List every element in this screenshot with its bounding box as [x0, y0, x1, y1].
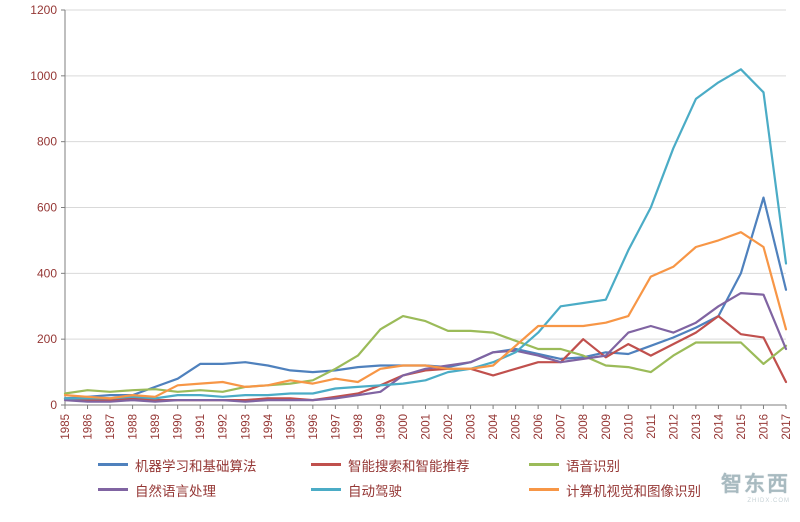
- x-tick-label: 1993: [240, 414, 252, 440]
- series-line: [63, 315, 788, 395]
- x-tick-label: 1999: [375, 414, 387, 440]
- legend-row-2: 自然语言处理 自动驾驶 计算机视觉和图像识别: [98, 477, 701, 502]
- y-tick-label: 1200: [30, 3, 57, 17]
- legend-label: 计算机视觉和图像识别: [566, 483, 701, 499]
- line-chart: 0 200 400 600 800 1000 1200 1985 1986 1987 1988 198…: [30, 3, 793, 440]
- legend-label: 自然语言处理: [135, 483, 216, 499]
- series-line-swatch: [98, 463, 128, 466]
- x-tick-label: 1994: [263, 413, 275, 439]
- y-tick-label: 200: [37, 332, 57, 346]
- x-tick-label: 1986: [83, 414, 95, 440]
- x-tick-label: 2010: [623, 414, 635, 440]
- x-tick-label: 1991: [195, 414, 207, 440]
- legend-label: 智能搜索和智能推荐: [348, 458, 470, 474]
- series-line: [63, 292, 788, 403]
- legend-label: 语音识别: [566, 458, 620, 474]
- legend-item: 计算机视觉和图像识别: [529, 480, 701, 500]
- series-line-swatch: [98, 488, 128, 491]
- series-line-swatch: [311, 463, 341, 466]
- x-tick-label: 2003: [466, 414, 478, 440]
- x-tick-label: 2009: [601, 414, 613, 440]
- legend-item: 智能搜索和智能推荐: [311, 455, 529, 475]
- legend-row-1: 机器学习和基础算法 智能搜索和智能推荐 语音识别: [98, 452, 701, 477]
- legend-label: 机器学习和基础算法: [135, 458, 257, 474]
- y-tick-label: 0: [50, 398, 57, 412]
- legend-item: 自然语言处理: [98, 480, 311, 500]
- x-tick-label: 1998: [353, 414, 365, 440]
- x-tick-label: 2017: [781, 414, 793, 440]
- watermark-subtext: ZHIDX.COM: [747, 498, 790, 504]
- x-tick-label: 2006: [533, 414, 545, 440]
- watermark-text: 智东西: [721, 473, 790, 496]
- x-tick-label: 2005: [511, 414, 523, 440]
- x-tick-label: 2015: [736, 414, 748, 440]
- x-tick-label: 2008: [578, 414, 590, 440]
- y-tick-label: 1000: [30, 69, 57, 83]
- y-tick-label: 600: [37, 201, 57, 215]
- series-line: [63, 231, 788, 400]
- x-tick-label: 1988: [128, 414, 140, 440]
- x-tick-label: 1997: [330, 414, 342, 440]
- x-tick-label: 1992: [218, 414, 230, 440]
- x-tick-label: 2001: [421, 414, 433, 440]
- legend-item: 自动驾驶: [311, 480, 529, 500]
- y-tick-label: 400: [37, 266, 57, 280]
- x-tick-label: 2014: [713, 413, 725, 439]
- x-tick-label: 2013: [691, 414, 703, 440]
- x-tick-label: 1989: [150, 414, 162, 440]
- x-tick-label: 2016: [758, 414, 770, 440]
- x-tick-label: 1987: [105, 414, 117, 440]
- series-line: [63, 68, 788, 400]
- x-tick-label: 2012: [668, 414, 680, 440]
- chart-legend: 机器学习和基础算法 智能搜索和智能推荐 语音识别 自然语言处理 自动驾驶: [98, 452, 701, 502]
- legend-item: 语音识别: [529, 455, 701, 475]
- x-tick-label: 1995: [285, 414, 297, 440]
- x-tick-label: 2000: [398, 414, 410, 440]
- x-tick-label: 2002: [443, 414, 455, 440]
- x-tick-label: 1985: [60, 414, 72, 440]
- x-tick-label: 2011: [646, 414, 658, 439]
- x-tick-label: 1996: [308, 414, 320, 440]
- legend-item: 机器学习和基础算法: [98, 455, 311, 475]
- legend-label: 自动驾驶: [348, 483, 402, 499]
- series-line-swatch: [529, 488, 559, 491]
- x-tick-label: 2004: [488, 413, 500, 439]
- y-tick-label: 800: [37, 135, 57, 149]
- series-line-swatch: [529, 463, 559, 466]
- x-tick-label: 2007: [556, 414, 568, 440]
- series-line-swatch: [311, 488, 341, 491]
- watermark-logo: 智东西 ZHIDX.COM: [721, 468, 790, 504]
- x-tick-label: 1990: [173, 414, 185, 440]
